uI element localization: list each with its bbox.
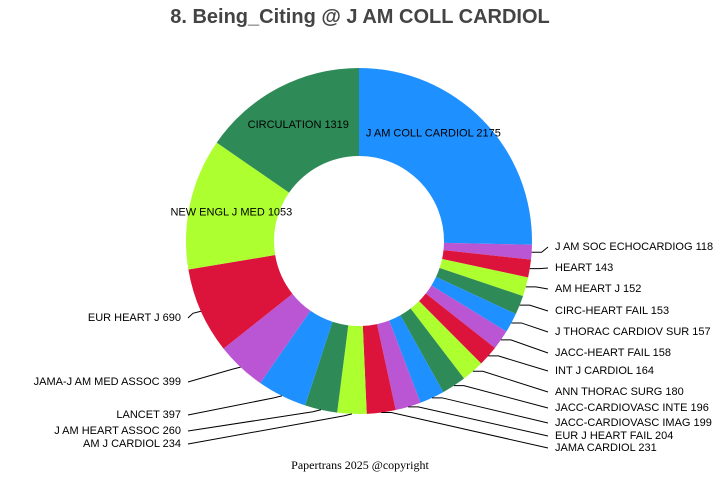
label-new-engl-j-med: NEW ENGL J MED 1053 bbox=[170, 206, 292, 218]
slice-j-am-heart-assoc bbox=[305, 321, 349, 413]
label-j-thorac-cardiov-sur: J THORAC CARDIOV SUR 157 bbox=[555, 326, 711, 338]
leader-line bbox=[529, 267, 549, 270]
leader-line bbox=[187, 310, 202, 319]
leader-line bbox=[381, 412, 549, 449]
leader-line bbox=[525, 286, 549, 290]
slice-j-am-coll-cardiol bbox=[359, 68, 532, 245]
leader-line bbox=[511, 322, 549, 333]
slice-new-engl-j-med bbox=[186, 142, 290, 270]
leader-line bbox=[187, 409, 322, 432]
leader-line bbox=[519, 304, 549, 312]
slice-eur-j-heart-fail bbox=[377, 320, 421, 411]
label-eur-heart-j: EUR HEART J 690 bbox=[88, 312, 181, 324]
label-j-am-soc-echocardiog: J AM SOC ECHOCARDIOG 118 bbox=[555, 241, 713, 253]
leader-line bbox=[472, 370, 549, 393]
slice-jacc-heart-fail bbox=[425, 285, 507, 348]
slice-am-j-cardiol bbox=[337, 325, 367, 414]
label-ann-thorac-surg: ANN THORAC SURG 180 bbox=[555, 386, 684, 398]
slice-circulation bbox=[216, 68, 359, 193]
label-int-j-cardiol: INT J CARDIOL 164 bbox=[555, 365, 654, 377]
slice-lancet bbox=[260, 310, 333, 406]
label-j-am-heart-assoc: J AM HEART ASSOC 260 bbox=[54, 425, 181, 437]
label-j-am-coll-cardiol: J AM COLL CARDIOL 2175 bbox=[366, 127, 501, 139]
label-lancet: LANCET 397 bbox=[116, 409, 181, 421]
leader-line bbox=[500, 339, 549, 354]
leader-line bbox=[453, 385, 549, 409]
slice-jacc-cardiovasc-inte bbox=[400, 308, 465, 393]
slice-am-heart-j bbox=[439, 258, 529, 297]
slice-j-am-soc-echocardiog bbox=[443, 242, 532, 260]
slice-eur-heart-j bbox=[188, 255, 293, 349]
leader-line bbox=[488, 355, 549, 372]
label-am-j-cardiol: AM J CARDIOL 234 bbox=[83, 438, 181, 450]
label-circ-heart-fail: CIRC-HEART FAIL 153 bbox=[555, 305, 669, 317]
label-heart: HEART 143 bbox=[555, 262, 613, 274]
leader-line bbox=[187, 366, 241, 383]
leader-line bbox=[187, 413, 353, 445]
leader-line bbox=[432, 397, 549, 424]
slice-int-j-cardiol bbox=[419, 293, 495, 364]
label-eur-j-heart-fail: EUR J HEART FAIL 204 bbox=[555, 430, 673, 442]
leader-line bbox=[531, 246, 549, 253]
label-circulation: CIRCULATION 1319 bbox=[248, 119, 349, 131]
slice-heart bbox=[442, 250, 531, 278]
slice-jama-j-am-med-assoc bbox=[223, 293, 311, 384]
chart-title: 8. Being_Citing @ J AM COLL CARDIOL bbox=[170, 6, 550, 28]
slice-jama-cardiol bbox=[362, 324, 396, 414]
label-jacc-cardiovasc-inte: JACC-CARDIOVASC INTE 196 bbox=[555, 402, 709, 414]
label-jama-j-am-med-assoc: JAMA-J AM MED ASSOC 399 bbox=[34, 376, 181, 388]
slice-ann-thorac-surg bbox=[410, 301, 482, 379]
slice-j-thorac-cardiov-sur bbox=[431, 276, 516, 332]
leader-line bbox=[187, 395, 282, 416]
slice-circ-heart-fail bbox=[436, 268, 524, 315]
chart-footer: Papertrans 2025 @copyright bbox=[291, 458, 429, 472]
label-am-heart-j: AM HEART J 152 bbox=[555, 283, 641, 295]
label-jacc-cardiovasc-imag: JACC-CARDIOVASC IMAG 199 bbox=[555, 417, 712, 429]
slice-jacc-cardiovasc-imag bbox=[389, 315, 444, 403]
leader-line bbox=[408, 406, 549, 437]
label-jama-cardiol: JAMA CARDIOL 231 bbox=[555, 442, 657, 454]
label-jacc-heart-fail: JACC-HEART FAIL 158 bbox=[555, 347, 671, 359]
